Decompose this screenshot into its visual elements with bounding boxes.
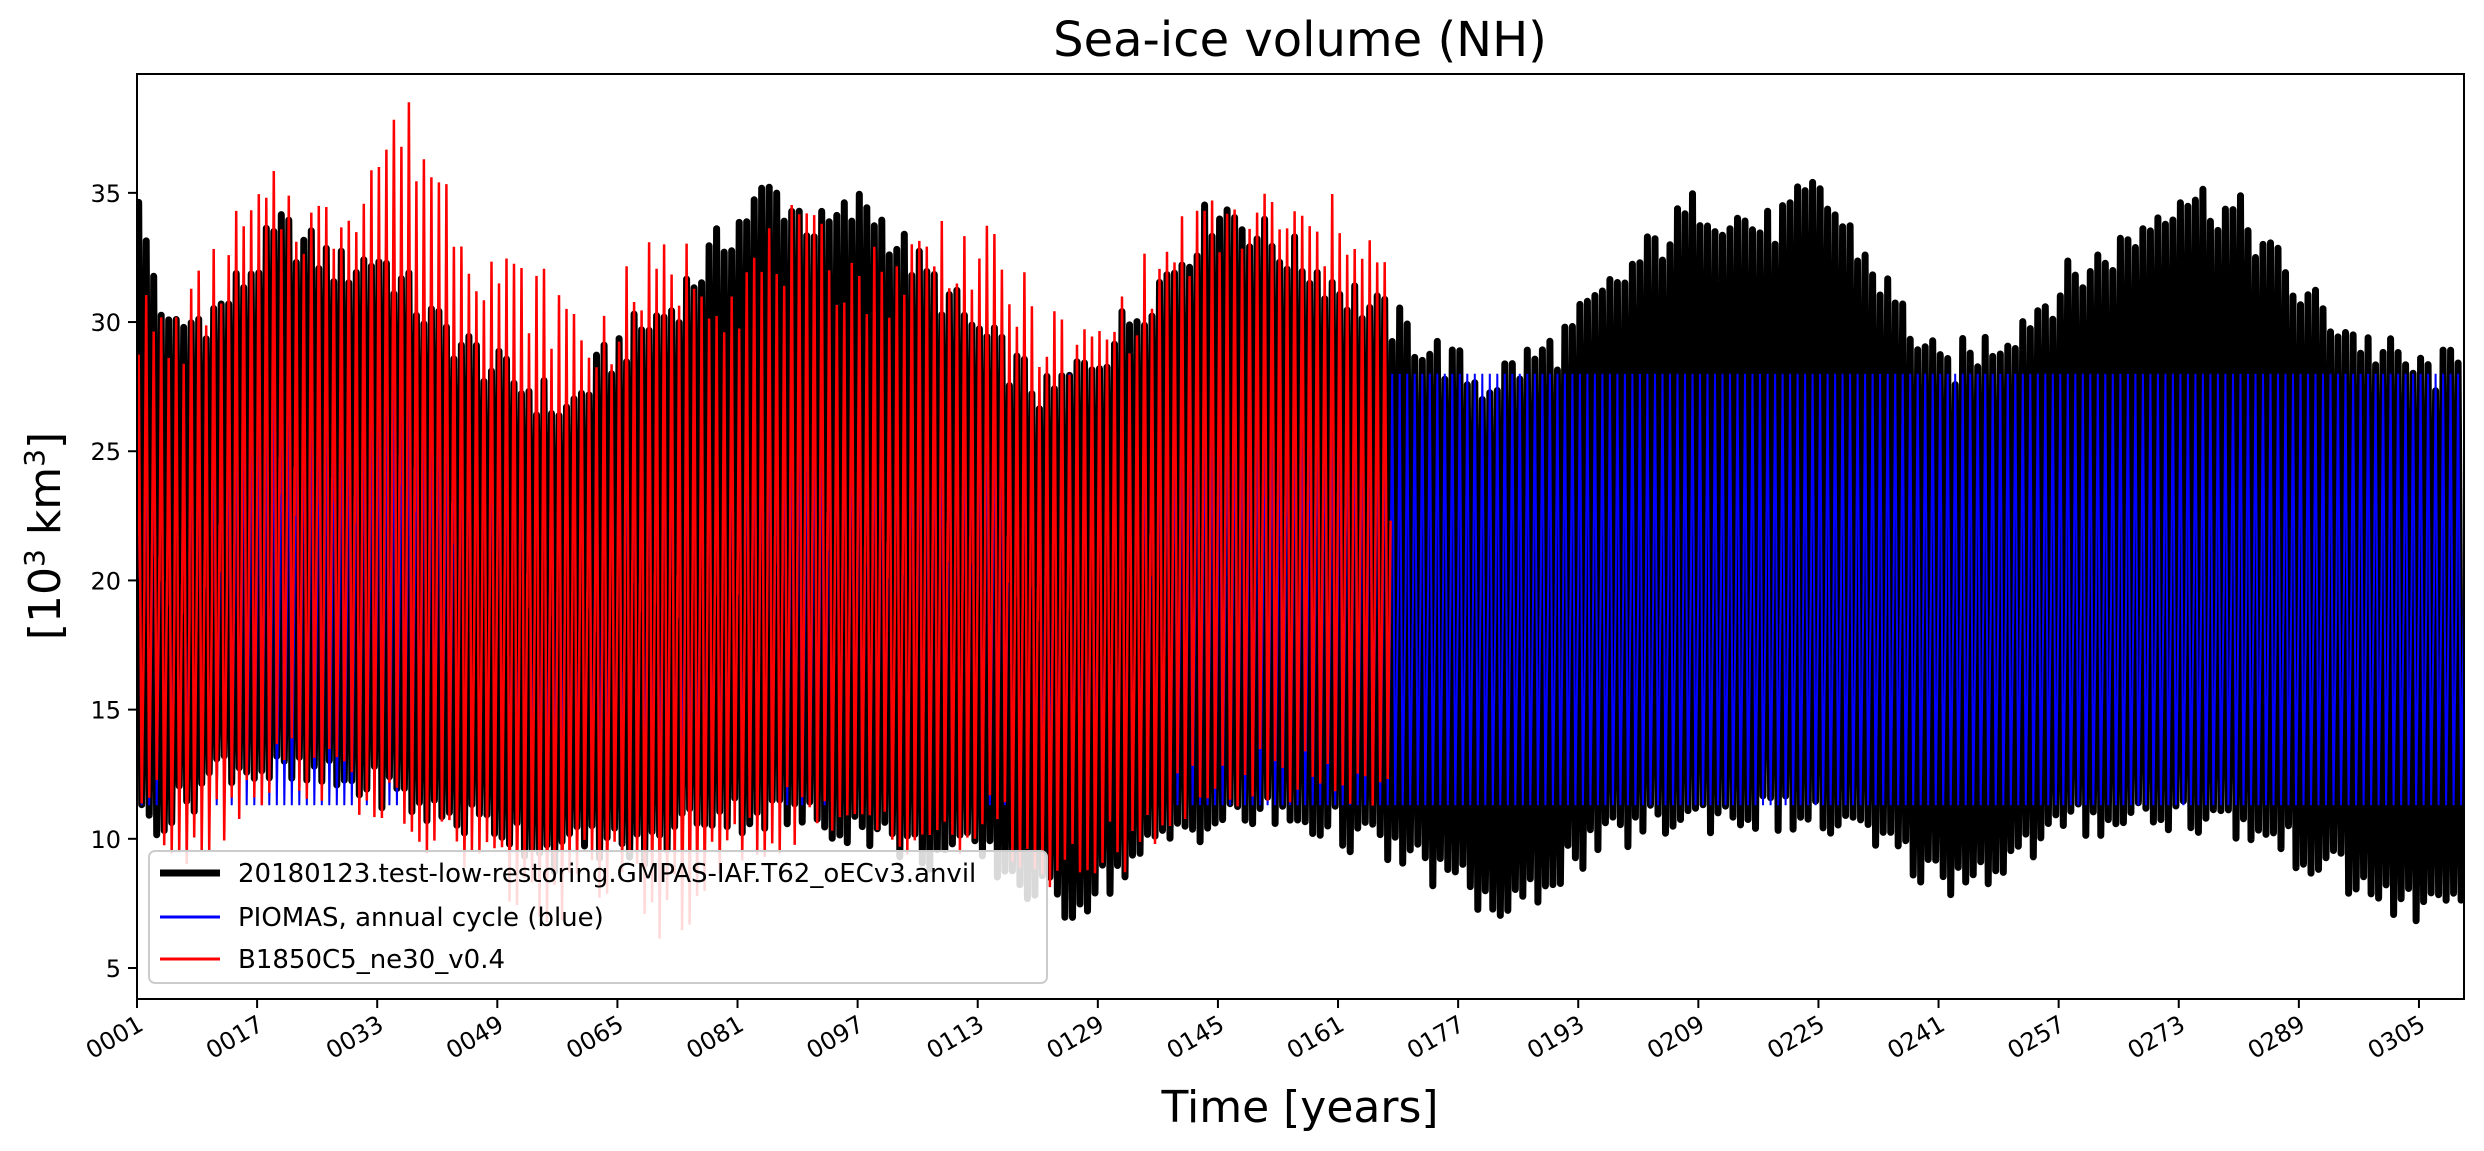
y-tick-label: 30 <box>90 309 121 337</box>
y-label-sup-1: 3 <box>18 549 51 567</box>
y-tick-label: 35 <box>90 180 121 208</box>
plot-frame <box>136 73 2465 1000</box>
x-axis-label: Time [years] <box>1160 1082 1438 1133</box>
chart-title: Sea-ice volume (NH) <box>1053 12 1547 68</box>
y-label-sup-2: 3 <box>18 449 51 467</box>
y-tick-label: 15 <box>90 697 121 725</box>
y-label-mid: km <box>20 467 71 549</box>
legend-entry-b1850c5: B1850C5_ne30_v0.4 <box>238 945 505 975</box>
y-axis-label: [103 km3] <box>18 432 71 640</box>
y-tick-label: 5 <box>106 955 121 983</box>
legend: 20180123.test-low-restoring.GMPAS-IAF.T6… <box>148 850 1048 984</box>
y-tick-label: 20 <box>90 567 121 595</box>
y-label-prefix: [10 <box>20 567 71 640</box>
series-layer <box>137 102 2464 939</box>
y-axis: 5 10 15 20 25 30 35 <box>90 180 137 983</box>
y-label-suffix: ] <box>20 432 71 449</box>
legend-box <box>148 850 1048 984</box>
y-tick-label: 10 <box>90 826 121 854</box>
y-tick-label: 25 <box>90 438 121 466</box>
series-line-b1850c5 <box>137 102 1392 939</box>
legend-entry-piomas: PIOMAS, annual cycle (blue) <box>238 903 604 933</box>
legend-entry-simulation: 20180123.test-low-restoring.GMPAS-IAF.T6… <box>238 859 976 889</box>
